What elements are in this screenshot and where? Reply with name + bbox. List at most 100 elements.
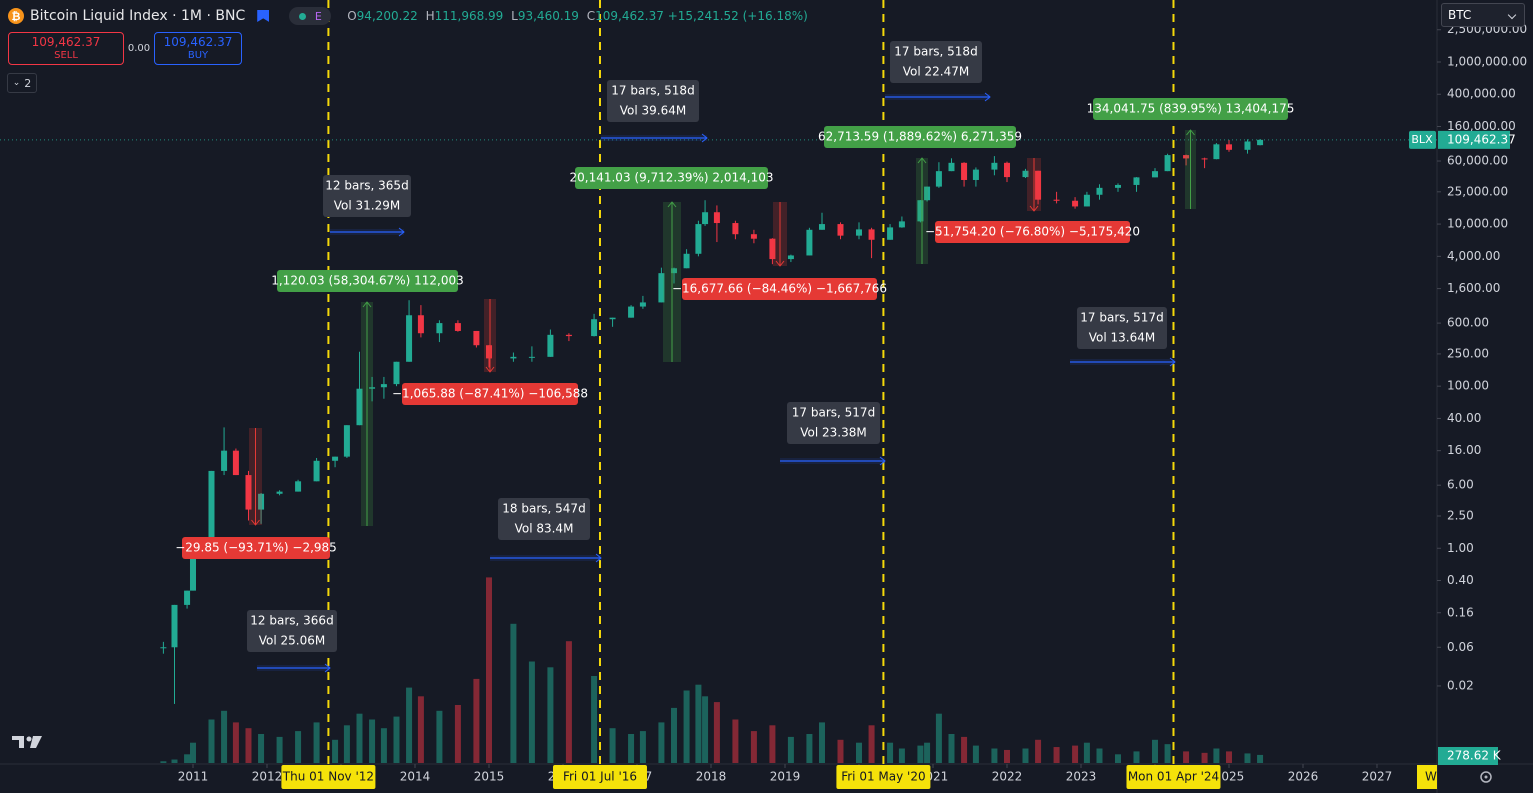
candle-body [1083,194,1090,207]
volume-bar [473,678,480,763]
candle-body [510,356,517,359]
flag-icon[interactable] [257,10,270,22]
volume-bar [565,641,572,763]
candle-body [232,450,239,476]
measure-label: Vol 23.38M [800,426,866,440]
buy-label: BUY [187,49,209,61]
measure-label: 17 bars, 518d [894,45,977,59]
buy-button[interactable]: 109,462.37 BUY [154,32,242,65]
measure-label-box [607,80,699,122]
volume-bar [1257,754,1264,763]
volume-bar [171,759,178,763]
candle-body [171,604,178,648]
symbol-header: ₿ Bitcoin Liquid Index · 1M · BNC E O94,… [8,6,808,26]
volume-bar [245,728,252,763]
volume-bar [670,707,677,763]
volume-bar [332,739,339,763]
price-tick-label: 6.00 [1447,478,1474,492]
candle-body [454,323,461,331]
measure-label: 12 bars, 365d [325,179,408,193]
candle-body [917,200,924,222]
sell-button[interactable]: 109,462.37 SELL [8,32,124,65]
volume-bar [313,722,320,763]
candle-body [276,491,283,494]
symbol-title[interactable]: Bitcoin Liquid Index · 1M · BNC [30,8,246,24]
measure-arrowhead [362,301,372,308]
settings-icon[interactable] [1480,771,1492,783]
volume-bar [1201,752,1208,763]
indicators-toggle[interactable]: ⌄ 2 [7,73,37,93]
volume-bar [991,748,998,763]
volume-bar [917,745,924,763]
time-tick-label: 2018 [696,770,727,784]
volume-bar [898,748,905,763]
time-tick-label: 2025 [1214,770,1245,784]
candle-body [245,475,252,510]
measure-arrowhead [701,133,708,143]
candle-body [855,229,862,236]
measure-label-box [1093,98,1288,120]
volume-bar [591,676,598,763]
last-volume-label: 278.62 K [1447,749,1502,763]
candle-body [732,223,739,235]
candle-body [208,470,215,549]
volume-bar [1244,753,1251,763]
measure-arrowhead [324,663,331,673]
volume-bar [609,728,616,763]
volume-bar [369,719,376,763]
candle-body [417,315,424,334]
volume-bar [639,731,646,763]
measure-arrowhead [775,260,785,267]
volume-bar [769,725,776,763]
status-badge[interactable]: E [289,7,332,25]
currency-select[interactable]: BTC [1441,3,1525,27]
candle-body [1096,187,1103,195]
time-tick-label: 2015 [474,770,505,784]
measure-label-box [890,41,982,83]
candle-body [868,229,875,240]
volume-bar [948,734,955,763]
date-marker-badge [552,765,647,789]
volume-bar [276,736,283,763]
last-price-symbol-box [1409,130,1436,149]
time-tick-label: 2011 [178,770,209,784]
measure-label: Vol 31.29M [334,199,400,213]
volume-bar [232,722,239,763]
candle-body [1151,171,1158,178]
candle-body [565,334,572,337]
volume-bar [628,734,635,763]
ohlc-value: 94,200.22 [356,9,418,23]
volume-bar [713,702,720,763]
measure-label: Vol 13.64M [1089,331,1155,345]
measure-label-box [182,537,330,559]
candle-body [473,330,480,346]
price-tick-label: 0.16 [1447,605,1474,619]
volume-bar [417,696,424,763]
candle-body [628,306,635,318]
candle-body [1213,144,1220,160]
ohlc-value: 93,460.19 [517,9,579,23]
volume-bar [406,687,413,763]
candle-body [1114,184,1121,188]
time-tick-label: 2019 [770,770,801,784]
measure-label-box [824,126,1016,148]
time-tick-label: 2014 [400,770,431,784]
volume-bar [528,661,535,763]
price-tick-label: 10,000.00 [1447,217,1508,231]
candle-body [485,345,492,359]
measure-arrowhead [595,553,602,563]
measure-label: 17 bars, 517d [1080,311,1163,325]
volume-bar [1164,744,1171,763]
volume-bar [1035,739,1042,763]
volume-bar [1072,745,1079,763]
measure-label: 1,120.03 (58,304.67%) 112,003 [271,274,464,288]
measure-label: 134,041.75 (839.95%) 13,404,175 [1087,102,1295,116]
volume-bar [1083,742,1090,763]
measure-arrowhead [667,201,677,208]
price-tick-label: 25,000.00 [1447,184,1508,198]
ohlc-label: H [425,9,435,23]
volume-bar [160,761,167,763]
measure-arrowhead [1169,357,1176,367]
time-tick-label: 2022 [992,770,1023,784]
